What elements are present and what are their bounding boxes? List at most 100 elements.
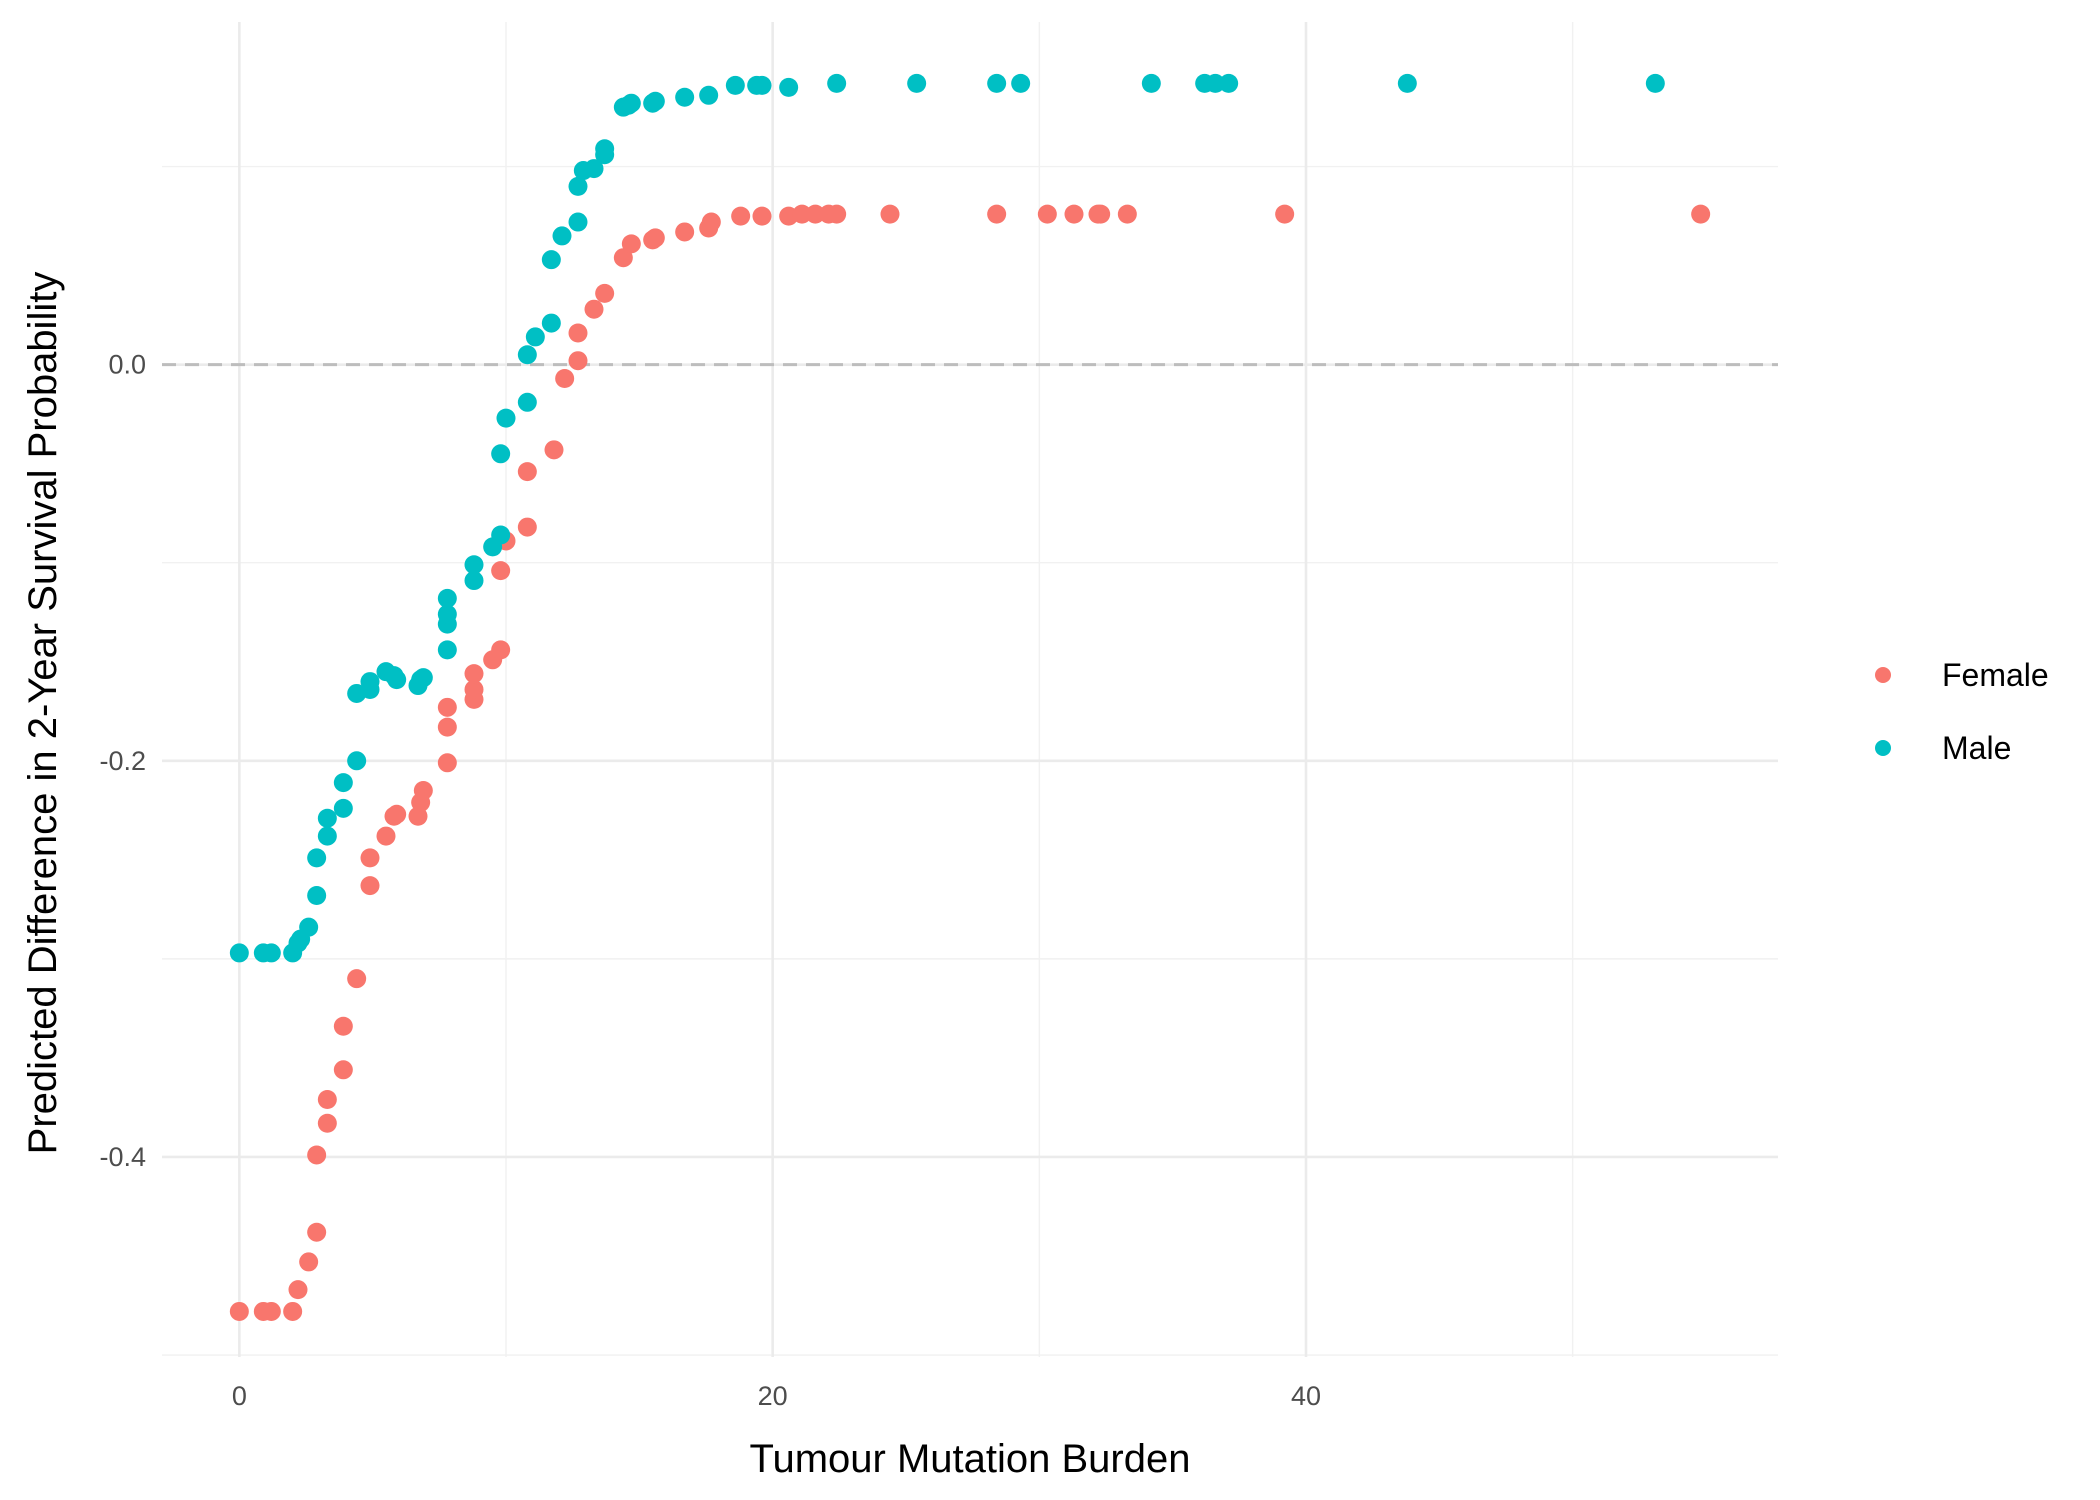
point-female xyxy=(1691,204,1711,224)
point-male xyxy=(1205,73,1225,93)
point-male xyxy=(333,798,353,818)
point-male xyxy=(1011,73,1031,93)
point-male xyxy=(437,640,457,660)
point-female xyxy=(1091,204,1111,224)
point-female xyxy=(413,781,433,801)
x-tick-label: 0 xyxy=(232,1381,247,1411)
x-tick-label: 20 xyxy=(758,1381,788,1411)
point-male xyxy=(360,672,380,692)
point-female xyxy=(805,204,825,224)
point-female xyxy=(701,212,721,232)
point-male xyxy=(568,212,588,232)
legend: Female Male xyxy=(1875,657,2049,766)
point-male xyxy=(491,525,511,545)
point-male xyxy=(464,555,484,575)
point-male xyxy=(347,751,367,771)
point-male xyxy=(779,77,799,97)
point-female xyxy=(360,876,380,896)
point-female xyxy=(283,1301,303,1321)
point-female xyxy=(333,1060,353,1080)
point-female xyxy=(595,283,615,303)
point-female xyxy=(360,848,380,868)
point-female xyxy=(613,248,633,268)
point-male xyxy=(1141,73,1161,93)
point-male xyxy=(413,668,433,688)
x-axis-title: Tumour Mutation Burden xyxy=(750,1437,1191,1481)
point-female xyxy=(675,222,695,242)
point-female xyxy=(987,204,1007,224)
point-male xyxy=(752,75,772,95)
point-female xyxy=(376,826,396,846)
point-male xyxy=(1397,73,1417,93)
point-female xyxy=(464,664,484,684)
point-female xyxy=(299,1252,319,1272)
point-female xyxy=(731,206,751,226)
legend-swatch-female xyxy=(1875,667,1891,683)
point-male xyxy=(307,848,327,868)
point-male xyxy=(517,392,537,412)
point-female xyxy=(333,1016,353,1036)
point-male xyxy=(317,826,337,846)
y-tick-label: 0.0 xyxy=(108,350,146,380)
data-points xyxy=(229,73,1711,1321)
y-axis-title: Predicted Difference in 2-Year Survival … xyxy=(21,272,65,1155)
point-male xyxy=(541,313,561,333)
point-female xyxy=(621,234,641,254)
point-male xyxy=(1645,73,1665,93)
point-female xyxy=(1037,204,1057,224)
point-female xyxy=(307,1145,327,1165)
point-male xyxy=(464,571,484,591)
point-female xyxy=(517,462,537,482)
point-female xyxy=(317,1113,337,1133)
point-male xyxy=(496,408,516,428)
point-female xyxy=(229,1301,249,1321)
legend-label-female: Female xyxy=(1942,657,2049,693)
grid-minor xyxy=(162,22,1778,1357)
point-male xyxy=(261,943,281,963)
point-male xyxy=(987,73,1007,93)
point-male xyxy=(541,250,561,270)
point-male xyxy=(307,885,327,905)
y-tick-label: -0.4 xyxy=(99,1142,146,1172)
point-female xyxy=(307,1222,327,1242)
point-female xyxy=(317,1090,337,1110)
point-male xyxy=(317,808,337,828)
y-tick-label: -0.2 xyxy=(99,746,146,776)
point-female xyxy=(347,969,367,989)
point-male xyxy=(1219,73,1239,93)
legend-swatch-male xyxy=(1875,740,1891,756)
point-male xyxy=(675,87,695,107)
point-female xyxy=(645,228,665,248)
point-male xyxy=(568,176,588,196)
point-male xyxy=(437,588,457,608)
point-female xyxy=(568,351,588,371)
y-axis-ticks: -0.4 -0.2 0.0 xyxy=(99,350,146,1172)
point-male xyxy=(525,327,545,347)
point-male xyxy=(584,159,604,179)
point-male xyxy=(907,73,927,93)
point-male xyxy=(621,93,641,113)
x-axis-ticks: 0 20 40 xyxy=(232,1381,1321,1411)
point-male xyxy=(229,943,249,963)
point-male xyxy=(645,91,665,111)
point-female xyxy=(880,204,900,224)
point-female xyxy=(437,697,457,717)
point-male xyxy=(595,139,615,159)
point-female xyxy=(544,440,564,460)
point-male xyxy=(333,773,353,793)
point-female xyxy=(387,804,407,824)
point-female xyxy=(568,323,588,343)
point-female xyxy=(1064,204,1084,224)
point-female xyxy=(464,680,484,699)
point-female xyxy=(1117,204,1137,224)
point-female xyxy=(584,299,604,319)
point-female xyxy=(491,561,511,581)
point-male xyxy=(699,85,719,105)
point-male xyxy=(552,226,572,246)
point-female xyxy=(437,753,457,773)
point-female xyxy=(517,517,537,537)
point-female xyxy=(261,1301,281,1321)
point-male xyxy=(827,73,847,93)
